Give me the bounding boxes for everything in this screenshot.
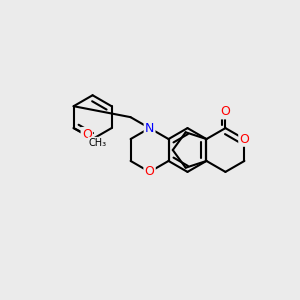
Text: O: O	[82, 128, 92, 141]
Text: O: O	[220, 105, 230, 118]
Text: O: O	[239, 133, 249, 146]
Text: N: N	[145, 122, 154, 135]
Text: CH₃: CH₃	[88, 138, 107, 148]
Text: O: O	[145, 165, 154, 178]
